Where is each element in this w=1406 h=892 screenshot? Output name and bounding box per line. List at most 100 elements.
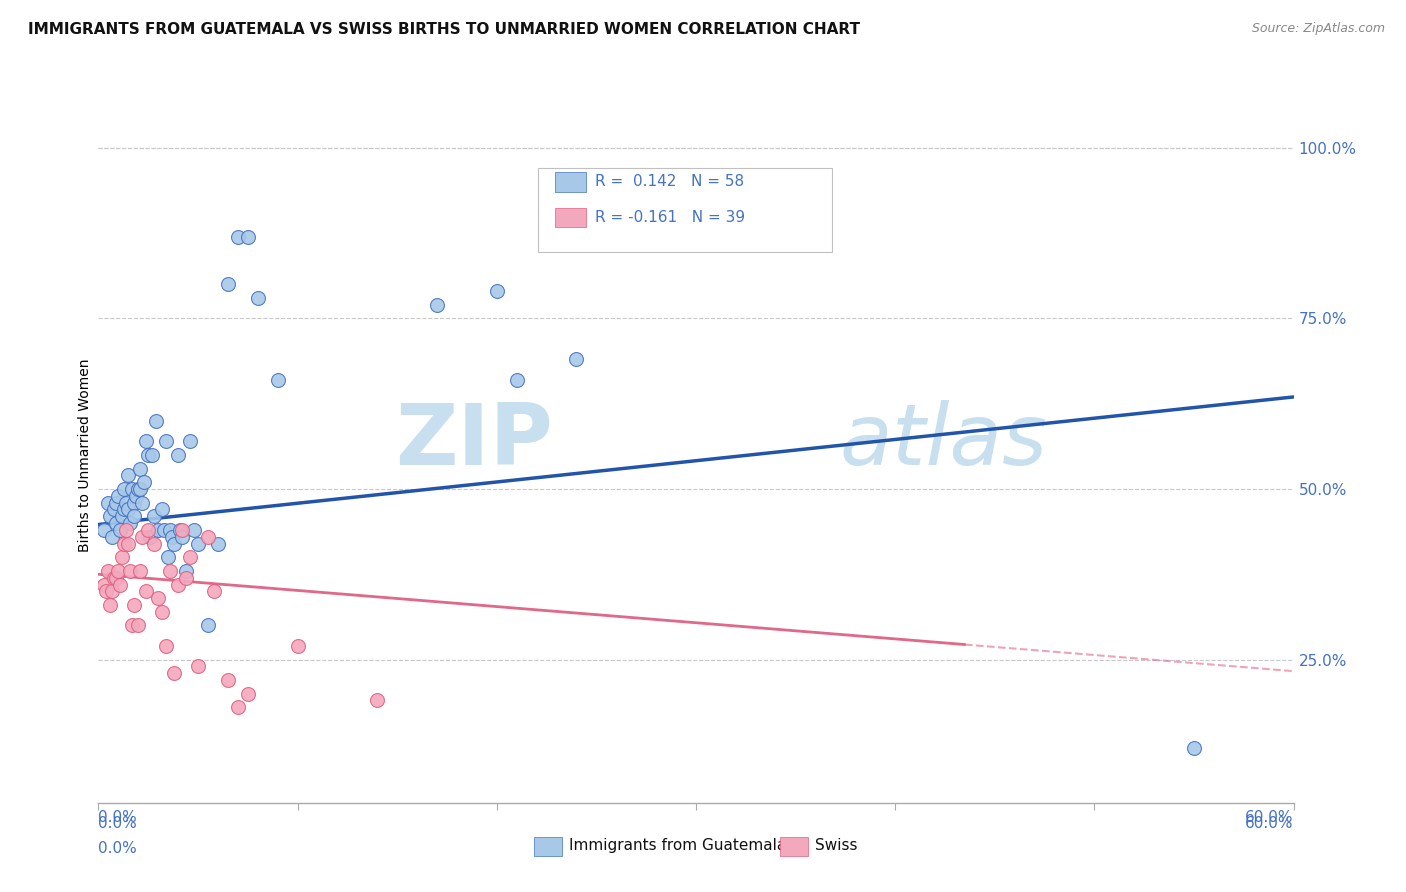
Point xyxy=(98,509,122,524)
Point xyxy=(153,523,176,537)
Point xyxy=(112,536,135,550)
Point xyxy=(1182,741,1205,756)
Point xyxy=(179,550,201,565)
Point xyxy=(134,475,156,490)
Point xyxy=(136,523,159,537)
Point xyxy=(117,536,139,550)
Point xyxy=(115,523,138,537)
Point xyxy=(207,536,229,550)
Point xyxy=(120,516,142,530)
Point xyxy=(97,564,120,578)
Point xyxy=(93,577,115,591)
Point xyxy=(157,550,180,565)
Point xyxy=(129,564,152,578)
Point xyxy=(124,496,146,510)
Point xyxy=(187,536,209,550)
Point xyxy=(143,509,166,524)
Point xyxy=(155,639,177,653)
Text: 60.0%: 60.0% xyxy=(1246,810,1294,825)
Point xyxy=(121,482,143,496)
Point xyxy=(127,618,149,632)
Point xyxy=(97,496,120,510)
Text: 0.0%: 0.0% xyxy=(98,841,138,856)
Point xyxy=(217,277,239,292)
Point xyxy=(565,352,588,367)
Point xyxy=(287,639,309,653)
Point xyxy=(112,502,135,516)
Point xyxy=(267,373,290,387)
Point xyxy=(107,489,129,503)
Point xyxy=(148,523,170,537)
Point xyxy=(163,536,186,550)
Point xyxy=(145,414,167,428)
Point xyxy=(105,496,128,510)
Point xyxy=(167,577,190,591)
Point xyxy=(141,448,163,462)
Text: 60.0%: 60.0% xyxy=(1246,816,1294,831)
Y-axis label: Births to Unmarried Women: Births to Unmarried Women xyxy=(77,359,91,551)
Point xyxy=(143,536,166,550)
Point xyxy=(187,659,209,673)
Point xyxy=(127,482,149,496)
Text: 0.0%: 0.0% xyxy=(98,810,138,825)
Point xyxy=(246,291,269,305)
Point xyxy=(101,584,124,599)
Point xyxy=(98,598,122,612)
Point xyxy=(236,687,259,701)
Text: Immigrants from Guatemala: Immigrants from Guatemala xyxy=(569,838,787,853)
Point xyxy=(136,448,159,462)
Point xyxy=(135,434,157,449)
Text: R = -0.161   N = 39: R = -0.161 N = 39 xyxy=(595,211,745,225)
Point xyxy=(167,448,190,462)
Point xyxy=(150,502,173,516)
Point xyxy=(217,673,239,687)
Point xyxy=(101,530,124,544)
Text: ZIP: ZIP xyxy=(395,400,553,483)
Point xyxy=(506,373,529,387)
Point xyxy=(139,530,162,544)
Point xyxy=(96,584,118,599)
Text: Swiss: Swiss xyxy=(815,838,858,853)
Point xyxy=(129,461,152,475)
Point xyxy=(131,496,153,510)
Point xyxy=(160,530,183,544)
Text: 0.0%: 0.0% xyxy=(98,816,138,831)
Point xyxy=(111,509,134,524)
Point xyxy=(124,598,146,612)
Point xyxy=(105,571,128,585)
Point xyxy=(121,618,143,632)
Point xyxy=(131,530,153,544)
Point xyxy=(197,618,219,632)
Point xyxy=(174,571,197,585)
Point xyxy=(107,564,129,578)
Point xyxy=(115,496,138,510)
Point xyxy=(117,468,139,483)
Text: IMMIGRANTS FROM GUATEMALA VS SWISS BIRTHS TO UNMARRIED WOMEN CORRELATION CHART: IMMIGRANTS FROM GUATEMALA VS SWISS BIRTH… xyxy=(28,22,860,37)
Point xyxy=(112,482,135,496)
Point xyxy=(150,605,173,619)
Point xyxy=(236,229,259,244)
Point xyxy=(110,523,132,537)
Point xyxy=(202,584,225,599)
Point xyxy=(485,284,508,298)
Point xyxy=(426,298,449,312)
Point xyxy=(125,489,148,503)
Text: R =  0.142   N = 58: R = 0.142 N = 58 xyxy=(595,175,744,189)
Point xyxy=(174,564,197,578)
Point xyxy=(179,434,201,449)
Point xyxy=(155,434,177,449)
Point xyxy=(103,571,125,585)
Text: atlas: atlas xyxy=(839,400,1047,483)
Point xyxy=(183,523,205,537)
Point xyxy=(105,516,128,530)
Point xyxy=(159,523,181,537)
Text: Source: ZipAtlas.com: Source: ZipAtlas.com xyxy=(1251,22,1385,36)
Point xyxy=(148,591,170,606)
Point xyxy=(226,700,249,714)
Point xyxy=(124,509,146,524)
Point xyxy=(172,530,194,544)
Point xyxy=(135,584,157,599)
Point xyxy=(111,550,134,565)
Point xyxy=(366,693,388,707)
Point xyxy=(169,523,191,537)
